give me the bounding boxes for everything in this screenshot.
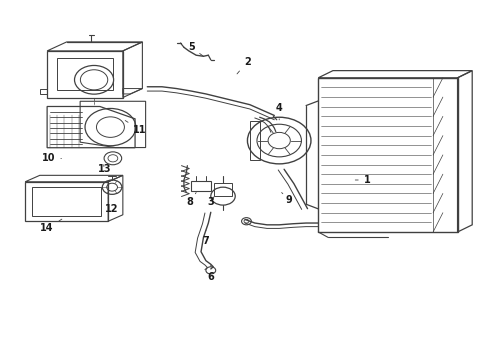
Text: 3: 3 — [207, 197, 214, 207]
Text: 12: 12 — [105, 198, 119, 214]
Text: 13: 13 — [98, 164, 111, 174]
Text: 1: 1 — [355, 175, 370, 185]
Bar — [57, 58, 113, 90]
Bar — [47, 51, 123, 98]
Text: 5: 5 — [188, 42, 204, 57]
Text: 2: 2 — [237, 57, 251, 74]
Text: 8: 8 — [187, 193, 196, 207]
Bar — [32, 187, 101, 216]
Bar — [191, 181, 211, 191]
Text: 7: 7 — [202, 230, 209, 246]
Text: 11: 11 — [125, 121, 147, 135]
Text: 6: 6 — [207, 265, 214, 282]
Bar — [25, 182, 108, 221]
Text: 4: 4 — [276, 103, 283, 120]
Text: 9: 9 — [282, 193, 293, 205]
Bar — [318, 78, 458, 232]
Text: 14: 14 — [40, 219, 62, 233]
Text: 10: 10 — [42, 153, 61, 163]
Bar — [214, 183, 232, 196]
